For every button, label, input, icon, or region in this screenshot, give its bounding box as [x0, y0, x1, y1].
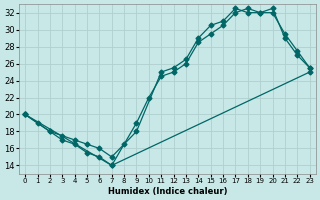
- X-axis label: Humidex (Indice chaleur): Humidex (Indice chaleur): [108, 187, 227, 196]
